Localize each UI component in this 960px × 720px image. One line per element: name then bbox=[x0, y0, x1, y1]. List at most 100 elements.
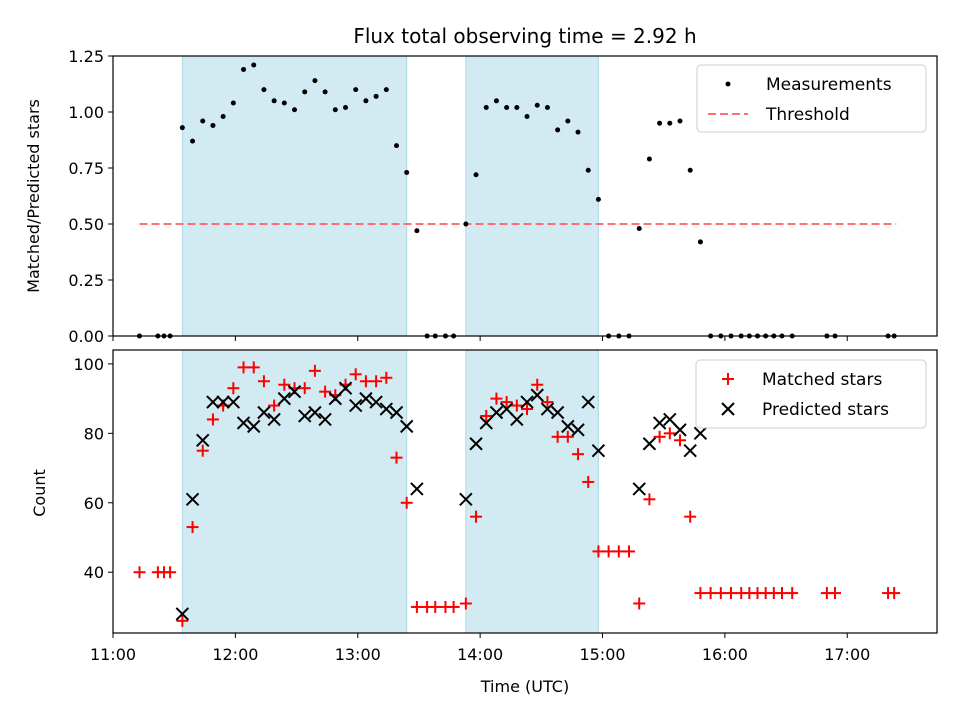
measurement-point bbox=[190, 138, 196, 144]
matched-star-point bbox=[176, 614, 189, 627]
x-tick-label: 15:00 bbox=[579, 645, 625, 664]
top-y-ticks: 0.00 0.25 0.50 0.75 1.00 1.25 bbox=[68, 47, 113, 346]
measurement-point bbox=[473, 172, 479, 178]
measurement-point bbox=[302, 89, 308, 95]
x-tick-label: 17:00 bbox=[824, 645, 870, 664]
matched-star-point bbox=[206, 413, 219, 426]
measurement-point bbox=[565, 118, 571, 124]
x-tick-label: 14:00 bbox=[457, 645, 503, 664]
matched-star-point bbox=[196, 444, 209, 457]
matched-star-point bbox=[349, 368, 362, 381]
top-legend: Measurements Threshold bbox=[696, 64, 927, 133]
predicted-star-point bbox=[369, 395, 383, 409]
predicted-star-point bbox=[287, 384, 302, 399]
predicted-star-point bbox=[489, 405, 504, 420]
bottom-x-ticks: 11:00 12:00 13:00 14:00 15:00 16:00 17:00 bbox=[90, 633, 870, 664]
measurement-point bbox=[524, 113, 530, 119]
matched-star-point bbox=[633, 597, 646, 610]
matched-star-point bbox=[370, 375, 383, 388]
predicted-star-point bbox=[389, 405, 404, 420]
predicted-star-point bbox=[318, 412, 332, 427]
chart-title: Flux total observing time = 2.92 h bbox=[353, 24, 696, 48]
x-tick-label: 11:00 bbox=[90, 645, 136, 664]
matched-star-point bbox=[674, 434, 687, 447]
measurement-point bbox=[687, 167, 693, 173]
legend-threshold-label: Threshold bbox=[765, 105, 850, 125]
predicted-star-point bbox=[277, 391, 292, 406]
measurement-point bbox=[555, 127, 561, 133]
matched-star-point bbox=[298, 382, 311, 395]
top-x-ticks bbox=[112, 336, 848, 341]
matched-star-point bbox=[704, 587, 717, 600]
top-panel: 0.00 0.25 0.50 0.75 1.00 1.25 Matched/Predict… bbox=[24, 47, 938, 346]
matched-star-point bbox=[247, 361, 260, 374]
measurement-point bbox=[534, 102, 540, 108]
measurement-point bbox=[241, 66, 247, 72]
shaded-span bbox=[181, 55, 408, 337]
y-tick-label: 60 bbox=[84, 494, 104, 513]
y-tick-label: 1.00 bbox=[68, 103, 104, 122]
matched-star-point bbox=[592, 545, 605, 558]
measurement-point bbox=[261, 87, 267, 93]
predicted-star-point bbox=[632, 482, 646, 496]
y-tick-label: 40 bbox=[84, 563, 104, 582]
matched-star-point bbox=[714, 587, 727, 600]
matched-star-point bbox=[521, 403, 534, 416]
matched-star-point bbox=[663, 427, 676, 440]
matched-star-point bbox=[237, 361, 250, 374]
predicted-star-point bbox=[520, 395, 534, 409]
legend-measurements-marker bbox=[725, 81, 731, 87]
matched-star-point bbox=[500, 396, 513, 409]
predicted-star-point bbox=[591, 443, 606, 458]
predicted-star-point bbox=[530, 388, 544, 402]
predicted-star-point bbox=[236, 416, 251, 430]
legend-measurements-label: Measurements bbox=[766, 75, 892, 95]
measurement-point bbox=[363, 98, 369, 104]
top-shaded-spans bbox=[181, 55, 599, 337]
predicted-star-point bbox=[571, 423, 585, 437]
measurement-point bbox=[251, 62, 257, 68]
shaded-span bbox=[465, 349, 599, 634]
matched-star-point bbox=[531, 378, 544, 391]
predicted-star-point bbox=[379, 402, 394, 416]
measurement-point bbox=[394, 143, 400, 149]
predicted-star-point bbox=[175, 607, 190, 621]
measurement-point bbox=[646, 156, 652, 162]
measurement-point bbox=[343, 105, 349, 111]
matched-star-point bbox=[725, 587, 737, 600]
predicted-star-point bbox=[328, 391, 343, 406]
matched-star-point bbox=[572, 448, 585, 461]
matched-star-point bbox=[653, 430, 666, 443]
matched-star-point bbox=[602, 545, 615, 558]
bottom-y-ticks: 40 60 80 100 bbox=[73, 355, 113, 582]
measurement-point bbox=[463, 221, 469, 227]
matched-star-point bbox=[510, 399, 523, 412]
matched-star-point bbox=[268, 399, 281, 412]
matched-star-point bbox=[786, 587, 799, 600]
bottom-shaded-spans bbox=[181, 349, 599, 634]
bottom-legend: Matched stars Predicted stars bbox=[695, 359, 927, 429]
predicted-star-point bbox=[540, 402, 555, 416]
predicted-star-point bbox=[642, 437, 657, 451]
predicted-star-point bbox=[469, 437, 483, 451]
measurement-points bbox=[137, 62, 897, 339]
top-plot-frame bbox=[112, 55, 938, 337]
x-tick-label: 16:00 bbox=[702, 645, 748, 664]
measurement-point bbox=[230, 100, 236, 106]
matched-star-point bbox=[470, 510, 483, 523]
matched-star-point bbox=[359, 375, 372, 388]
measurement-point bbox=[281, 100, 287, 106]
measurement-point bbox=[373, 93, 379, 99]
matched-star-point bbox=[186, 521, 199, 534]
measurement-point bbox=[595, 196, 601, 202]
predicted-star-point bbox=[410, 482, 424, 496]
predicted-star-point bbox=[459, 492, 473, 507]
measurement-point bbox=[332, 107, 338, 113]
measurement-point bbox=[493, 98, 499, 104]
measurement-point bbox=[292, 107, 298, 113]
matched-star-point bbox=[410, 600, 423, 613]
top-y-axis-label: Matched/Predicted stars bbox=[24, 99, 43, 293]
matched-star-point bbox=[612, 545, 625, 558]
predicted-star-point bbox=[673, 423, 687, 437]
